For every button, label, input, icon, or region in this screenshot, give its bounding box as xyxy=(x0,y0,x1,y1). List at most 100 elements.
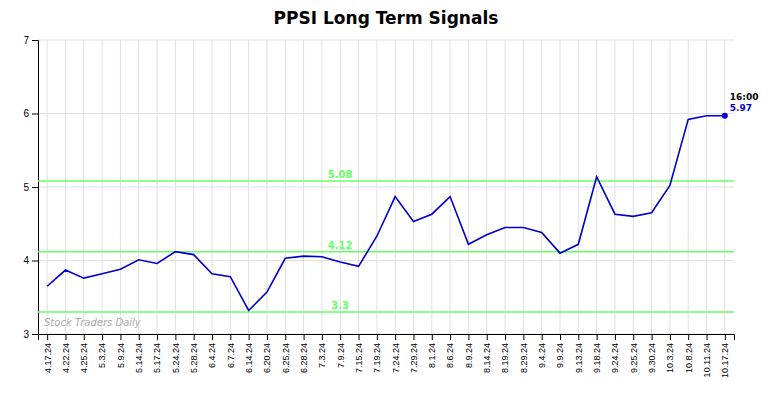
x-tick: 10.17.24 xyxy=(720,334,730,378)
x-tick-label: 8.14.24 xyxy=(482,343,492,373)
last-annotation: 16:00 xyxy=(730,92,759,102)
y-tick: 4 xyxy=(23,255,38,266)
x-tick: 4.22.24 xyxy=(61,334,71,373)
x-tick-label: 4.25.24 xyxy=(79,343,89,373)
x-tick: 6.14.24 xyxy=(244,334,254,373)
x-tick: 9.13.24 xyxy=(574,334,584,373)
x-tick-label: 8.9.24 xyxy=(464,343,474,368)
x-tick-label: 7.15.24 xyxy=(354,343,364,373)
x-tick-label: 9.13.24 xyxy=(574,343,584,373)
y-tick-mark xyxy=(32,261,38,262)
x-tick-label: 9.25.24 xyxy=(629,343,639,373)
x-tick: 5.14.24 xyxy=(134,334,144,373)
x-tick: 8.9.24 xyxy=(464,334,474,368)
x-tick-label: 10.17.24 xyxy=(720,343,730,378)
x-tick-mark xyxy=(523,334,524,340)
x-tick-mark xyxy=(652,334,653,340)
x-tick-mark xyxy=(304,334,305,340)
x-tick: 7.3.24 xyxy=(317,334,327,368)
signal-label: 3.3 xyxy=(331,300,349,311)
y-tick-mark xyxy=(32,40,38,41)
signal-label: 4.12 xyxy=(328,240,353,251)
y-axis-line xyxy=(32,41,39,335)
labels: 3.34.125.08Stock Traders Daily16:005.97 xyxy=(44,92,758,328)
x-tick-mark xyxy=(175,334,176,340)
x-tick: 5.9.24 xyxy=(116,334,126,368)
x-tick-mark xyxy=(468,334,469,340)
x-tick-mark xyxy=(395,334,396,340)
signal-line xyxy=(38,180,734,182)
x-tick-label: 5.9.24 xyxy=(116,343,126,368)
x-tick-label: 7.29.24 xyxy=(409,343,419,373)
price-line xyxy=(47,116,725,311)
grid-line xyxy=(38,113,734,114)
x-tick: 4.17.24 xyxy=(43,334,53,373)
last-annotation: 5.97 xyxy=(730,103,752,113)
x-tick-label: 5.14.24 xyxy=(134,343,144,373)
x-tick-label: 8.6.24 xyxy=(445,343,455,368)
y-tick-label: 5 xyxy=(23,182,29,193)
y-tick-label: 4 xyxy=(23,255,29,266)
x-tick-label: 6.20.24 xyxy=(262,343,272,373)
y-tick-mark xyxy=(32,114,38,115)
x-tick-mark xyxy=(120,334,121,340)
x-tick: 7.24.24 xyxy=(391,334,401,373)
x-tick: 5.24.24 xyxy=(171,334,181,373)
x-tick-label: 5.28.24 xyxy=(189,343,199,373)
x-tick: 7.19.24 xyxy=(372,334,382,373)
x-tick-mark xyxy=(560,334,561,340)
y-tick-label: 6 xyxy=(23,108,29,119)
x-tick-label: 4.17.24 xyxy=(43,343,53,373)
x-tick: 9.24.24 xyxy=(610,334,620,373)
y-tick: 5 xyxy=(23,182,38,193)
y-tick-mark xyxy=(32,187,38,188)
y-axis: 34567 xyxy=(23,35,38,340)
x-axis-line xyxy=(39,335,735,341)
x-tick: 5.28.24 xyxy=(189,334,199,373)
x-tick-mark xyxy=(102,334,103,340)
x-tick-mark xyxy=(725,334,726,340)
x-tick-mark xyxy=(377,334,378,340)
title: PPSI Long Term Signals xyxy=(274,8,499,28)
x-tick: 10.3.24 xyxy=(665,334,675,373)
x-tick-mark xyxy=(322,334,323,340)
x-tick-mark xyxy=(230,334,231,340)
x-tick: 8.29.24 xyxy=(519,334,529,373)
x-tick-label: 8.29.24 xyxy=(519,343,529,373)
x-tick-mark xyxy=(139,334,140,340)
x-tick: 5.3.24 xyxy=(97,334,107,368)
x-tick-label: 6.25.24 xyxy=(281,343,291,373)
x-tick-label: 7.24.24 xyxy=(391,343,401,373)
x-tick: 8.14.24 xyxy=(482,334,492,373)
x-tick-mark xyxy=(47,334,48,340)
x-tick: 9.30.24 xyxy=(647,334,657,373)
signal-line xyxy=(38,311,734,313)
x-tick: 6.20.24 xyxy=(262,334,272,373)
x-tick-label: 5.3.24 xyxy=(97,343,107,368)
x-tick-label: 9.30.24 xyxy=(647,343,657,373)
x-tick-label: 9.9.24 xyxy=(555,343,565,368)
last-point xyxy=(722,113,728,119)
x-tick: 7.29.24 xyxy=(409,334,419,373)
x-tick-mark xyxy=(670,334,671,340)
x-tick: 6.7.24 xyxy=(226,334,236,368)
x-tick-mark xyxy=(542,334,543,340)
y-tick: 7 xyxy=(23,35,38,46)
x-tick-label: 5.24.24 xyxy=(171,343,181,373)
x-tick-mark xyxy=(487,334,488,340)
x-tick: 7.15.24 xyxy=(354,334,364,373)
x-axis: 4.17.24 4.22.24 4.25.24 5.3.24 5.9.24 5.14.24… xyxy=(39,334,735,378)
x-tick: 6.28.24 xyxy=(299,334,309,373)
x-tick-label: 10.8.24 xyxy=(684,343,694,373)
x-tick-mark xyxy=(450,334,451,340)
x-tick-mark xyxy=(688,334,689,340)
x-tick-mark xyxy=(578,334,579,340)
x-tick: 9.18.24 xyxy=(592,334,602,373)
x-tick-mark xyxy=(285,334,286,340)
x-tick-label: 9.24.24 xyxy=(610,343,620,373)
marks xyxy=(38,113,734,312)
x-tick-mark xyxy=(505,334,506,340)
x-tick-mark xyxy=(157,334,158,340)
x-tick-mark xyxy=(597,334,598,340)
x-tick: 6.25.24 xyxy=(281,334,291,373)
